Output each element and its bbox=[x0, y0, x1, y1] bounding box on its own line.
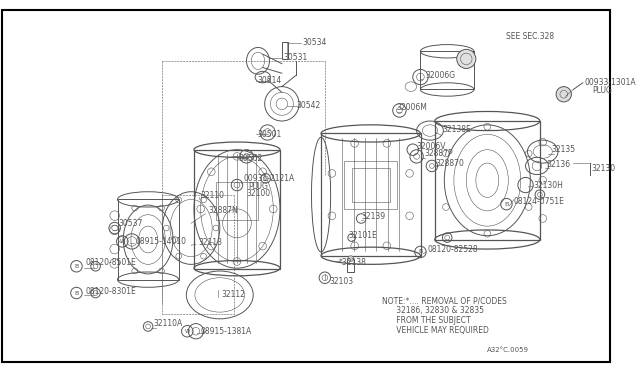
Text: 30537: 30537 bbox=[118, 219, 143, 228]
Text: 32887N: 32887N bbox=[208, 206, 238, 215]
Text: 30542: 30542 bbox=[296, 101, 321, 110]
Text: 08120-8301E: 08120-8301E bbox=[86, 286, 137, 296]
Text: 30514: 30514 bbox=[257, 76, 282, 86]
Text: VEHICLE MAY REQUIRED: VEHICLE MAY REQUIRED bbox=[382, 326, 489, 334]
Text: 30502: 30502 bbox=[239, 154, 263, 163]
Text: 32112: 32112 bbox=[221, 291, 246, 299]
Text: B: B bbox=[74, 291, 79, 295]
Bar bbox=[321, 134, 421, 256]
Text: 08124-0751E: 08124-0751E bbox=[513, 197, 564, 206]
Text: A32°C.0059: A32°C.0059 bbox=[487, 347, 529, 353]
Bar bbox=[420, 51, 474, 90]
Text: PLUG: PLUG bbox=[248, 182, 268, 190]
Text: 00933-1301A: 00933-1301A bbox=[585, 78, 636, 87]
Text: 30534: 30534 bbox=[303, 38, 327, 47]
Circle shape bbox=[457, 49, 476, 68]
Text: *32138: *32138 bbox=[339, 258, 366, 267]
Text: B: B bbox=[74, 264, 79, 269]
Text: 08120-82528: 08120-82528 bbox=[427, 244, 477, 254]
Text: PLUG: PLUG bbox=[593, 86, 612, 95]
Text: W: W bbox=[120, 239, 125, 244]
Text: 08915-14010: 08915-14010 bbox=[136, 237, 187, 246]
Text: 32110A: 32110A bbox=[154, 319, 183, 328]
Text: 32110: 32110 bbox=[201, 191, 225, 200]
Text: B: B bbox=[504, 202, 509, 207]
Bar bbox=[344, 161, 397, 209]
Bar bbox=[194, 150, 280, 269]
Text: 32138E: 32138E bbox=[442, 125, 471, 134]
Circle shape bbox=[348, 256, 353, 262]
Text: 08120-8501E: 08120-8501E bbox=[86, 258, 137, 267]
Text: SEE SEC.328: SEE SEC.328 bbox=[506, 32, 554, 41]
Text: 32103: 32103 bbox=[330, 277, 354, 286]
Text: 32135: 32135 bbox=[551, 145, 575, 154]
Text: 32100: 32100 bbox=[246, 189, 271, 198]
Text: 32006M: 32006M bbox=[397, 103, 428, 112]
Text: 32113: 32113 bbox=[199, 238, 223, 247]
Text: 32101E: 32101E bbox=[349, 231, 378, 240]
Text: B: B bbox=[419, 250, 422, 254]
Text: 32186, 32830 & 32835: 32186, 32830 & 32835 bbox=[382, 307, 484, 315]
Text: 32887P: 32887P bbox=[424, 149, 453, 158]
Text: 30531: 30531 bbox=[284, 54, 308, 62]
Bar bbox=[435, 121, 540, 240]
Text: 32139: 32139 bbox=[361, 212, 385, 221]
Text: 32006G: 32006G bbox=[425, 71, 455, 80]
Bar bbox=[216, 182, 258, 220]
Text: 08915-1381A: 08915-1381A bbox=[201, 327, 252, 336]
Text: FROM THE SUBJECT: FROM THE SUBJECT bbox=[382, 316, 471, 325]
Text: 00931-2121A: 00931-2121A bbox=[244, 174, 295, 183]
Text: NOTE:*.... REMOVAL OF P/CODES: NOTE:*.... REMOVAL OF P/CODES bbox=[382, 297, 507, 306]
Circle shape bbox=[556, 87, 572, 102]
Text: 32006V: 32006V bbox=[417, 142, 446, 151]
Bar bbox=[347, 259, 355, 272]
Text: 30501: 30501 bbox=[257, 130, 282, 139]
Text: 32136: 32136 bbox=[547, 160, 571, 169]
Text: 32130: 32130 bbox=[591, 164, 616, 173]
Bar bbox=[351, 168, 390, 202]
Text: 328870: 328870 bbox=[436, 158, 465, 167]
Bar bbox=[282, 42, 287, 59]
Text: 32130H: 32130H bbox=[533, 180, 563, 190]
Bar bbox=[118, 199, 179, 280]
Text: W: W bbox=[184, 329, 190, 334]
